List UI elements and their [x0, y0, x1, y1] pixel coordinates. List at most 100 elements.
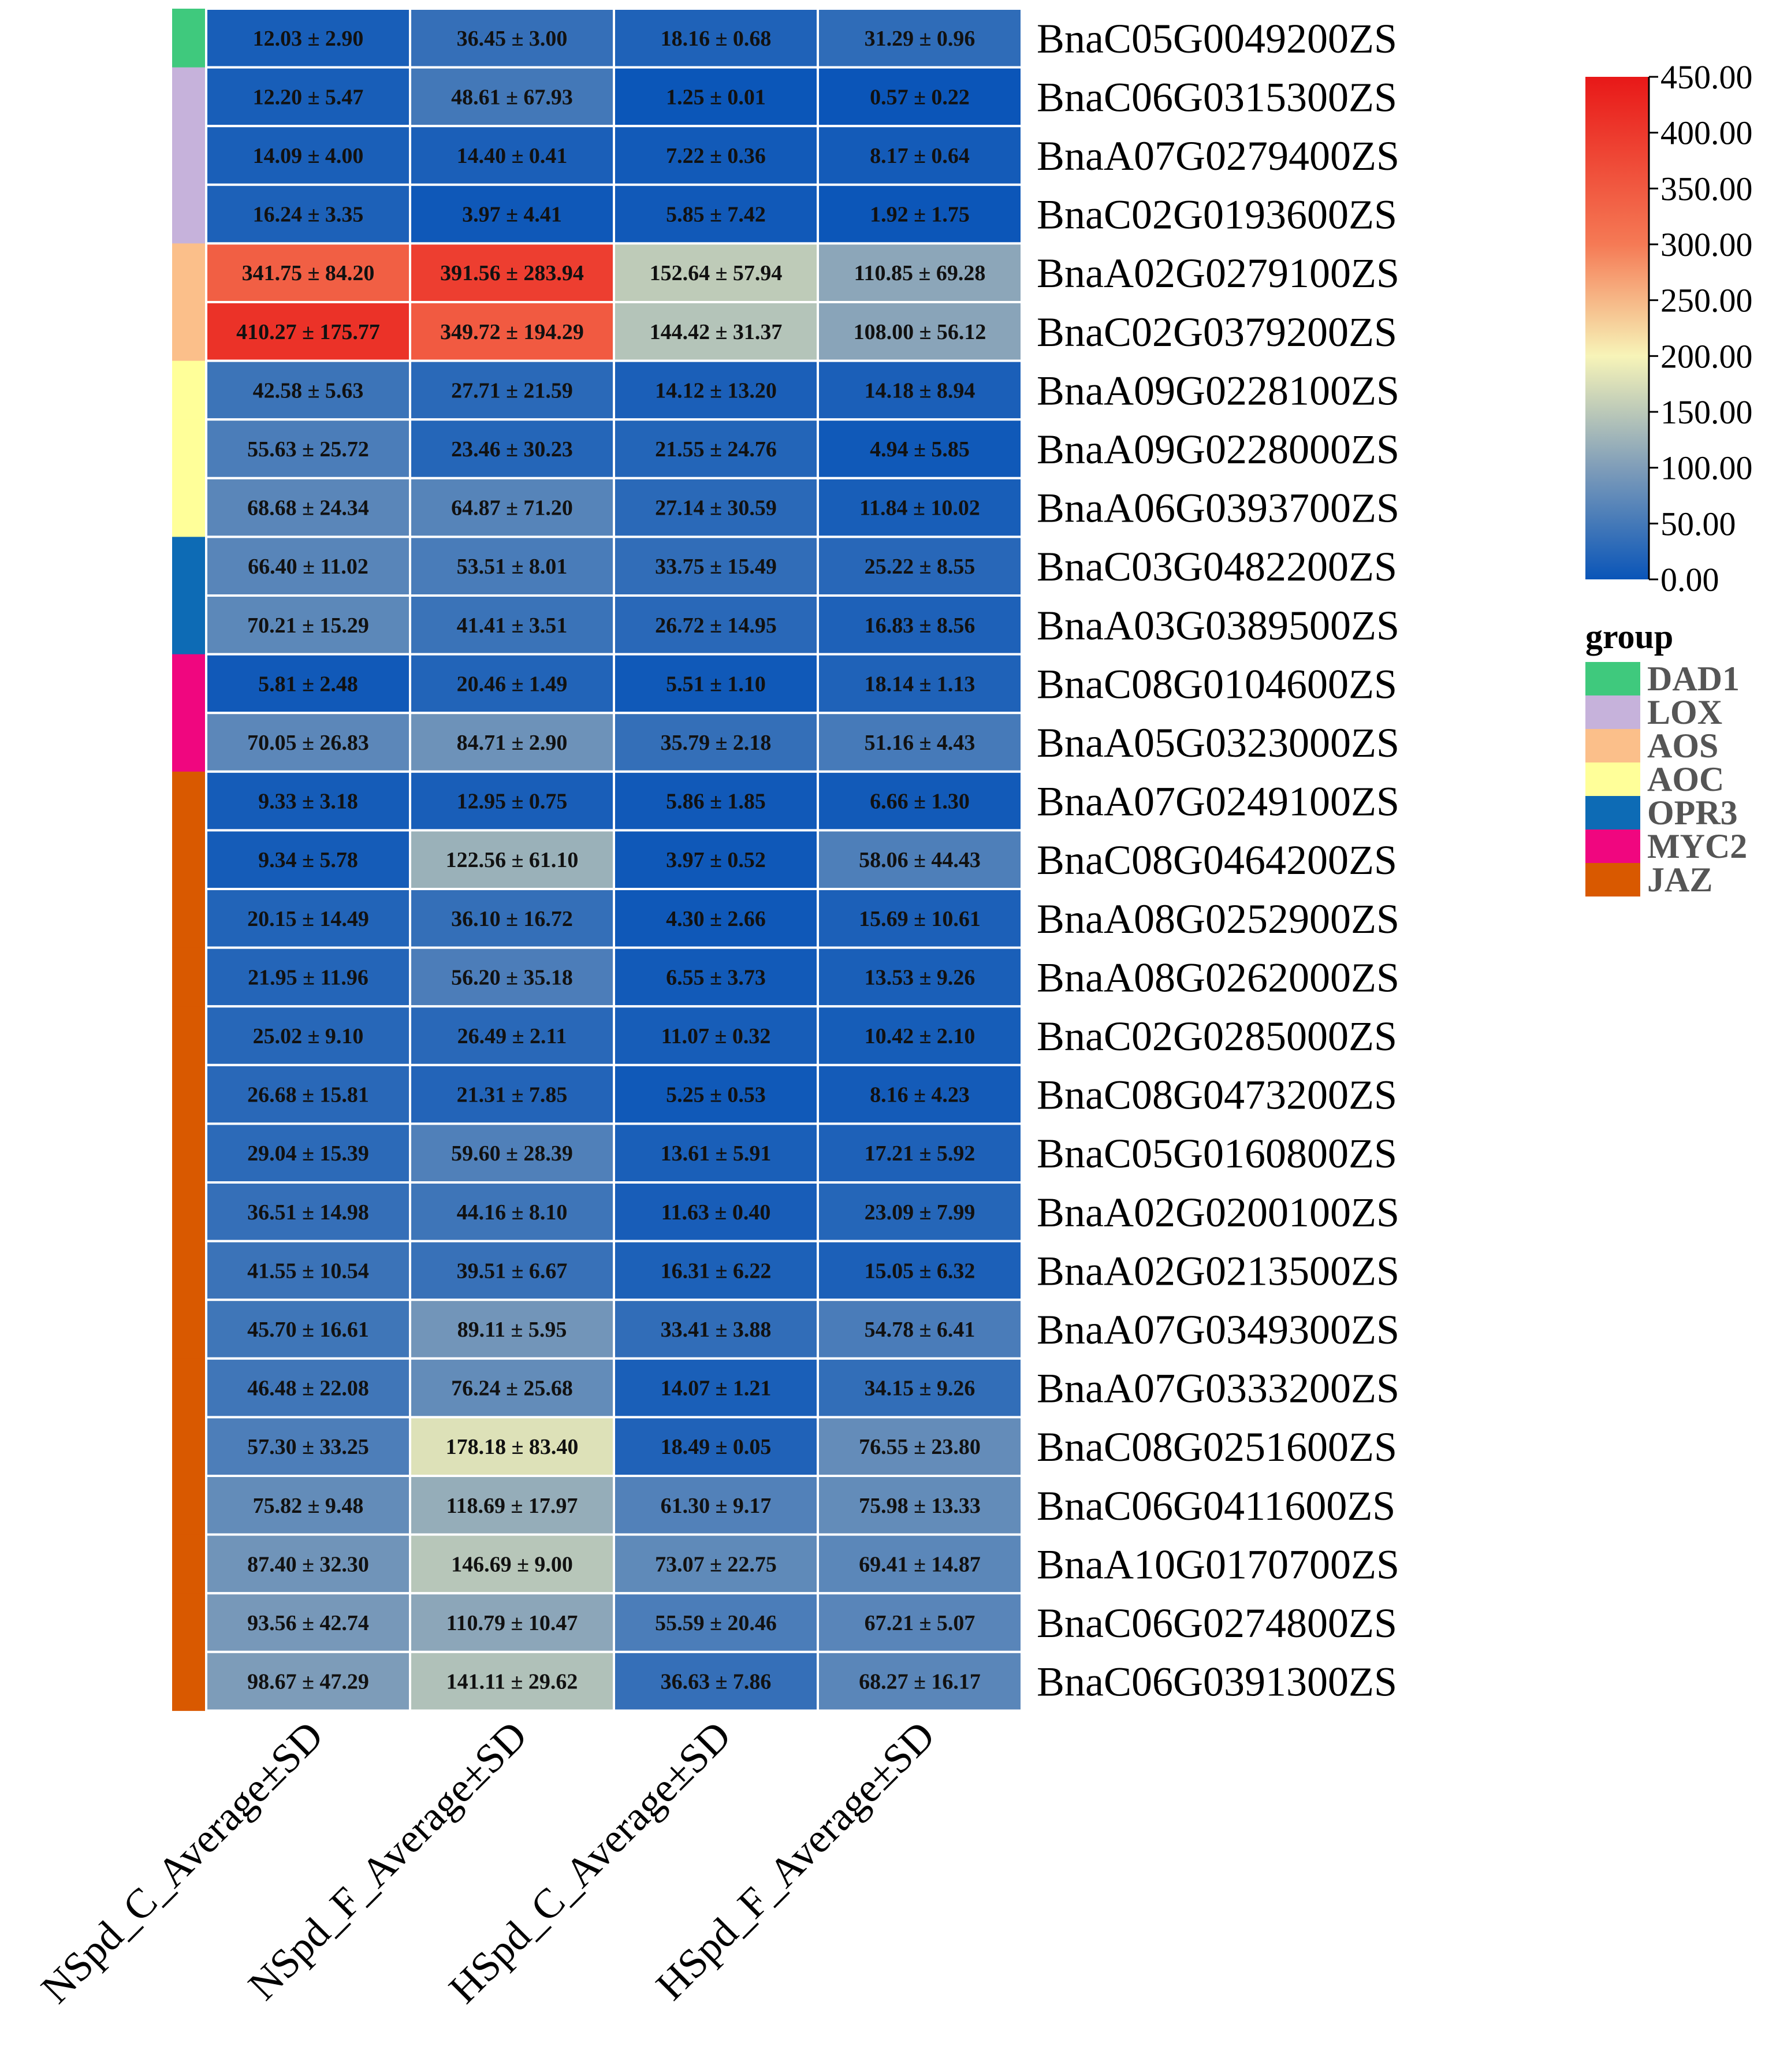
heatmap-cell	[817, 535, 1023, 597]
heatmap-cell	[817, 1063, 1023, 1125]
heatmap-cell	[205, 535, 411, 597]
cell-value-label: 14.07 ± 1.21	[661, 1377, 772, 1401]
cell-value-label: 68.68 ± 24.34	[247, 496, 369, 520]
cell-value-label: 16.24 ± 3.35	[253, 203, 364, 227]
cell-value-label: 54.78 ± 6.41	[865, 1318, 975, 1342]
group-bar-jaz	[172, 1124, 205, 1183]
group-bar-myc2	[172, 713, 205, 772]
color-scale-tick-label: 300.00	[1660, 226, 1753, 263]
cell-value-label: 76.55 ± 23.80	[859, 1435, 981, 1459]
color-scale-tick-label: 150.00	[1660, 393, 1753, 431]
cell-value-label: 87.40 ± 32.30	[247, 1552, 369, 1576]
group-legend-swatch	[1585, 729, 1640, 762]
group-bar-aoc	[172, 419, 205, 479]
row-label-gene: BnaC06G0391300ZS	[1037, 1659, 1397, 1705]
heatmap-cell	[409, 1416, 615, 1477]
cell-value-label: 41.55 ± 10.54	[247, 1259, 369, 1283]
cell-value-label: 76.24 ± 25.68	[451, 1377, 573, 1401]
cell-value-label: 70.05 ± 26.83	[247, 731, 369, 755]
heatmap-cells: 12.03 ± 2.90 36.45 ± 3.00 18.16 ± 0.68 31.2…	[205, 8, 1023, 1712]
cell-value-label: 64.87 ± 71.20	[451, 496, 573, 520]
heatmap-cell	[205, 242, 411, 303]
cell-value-label: 118.69 ± 17.97	[446, 1494, 578, 1518]
cell-value-label: 20.15 ± 14.49	[247, 907, 369, 931]
heatmap-cell	[613, 1650, 819, 1712]
cell-value-label: 11.07 ± 0.32	[661, 1024, 771, 1048]
group-bar-jaz	[172, 1417, 205, 1476]
cell-value-label: 55.63 ± 25.72	[247, 437, 369, 462]
heatmap-cell	[409, 242, 615, 303]
cell-value-label: 12.03 ± 2.90	[253, 27, 364, 51]
heatmap-cell	[409, 1005, 615, 1066]
row-label-gene: BnaA07G0349300ZS	[1037, 1307, 1399, 1353]
cell-value-label: 14.09 ± 4.00	[253, 144, 364, 168]
cell-value-label: 33.41 ± 3.88	[661, 1318, 772, 1342]
color-scale-tick-label: 250.00	[1660, 282, 1753, 319]
heatmap-cell	[205, 653, 411, 715]
group-bar-jaz	[172, 889, 205, 948]
heatmap-cell	[613, 1475, 819, 1536]
heatmap-cell	[613, 712, 819, 773]
group-annotation-bar	[172, 9, 205, 1711]
cell-value-label: 17.21 ± 5.92	[865, 1141, 975, 1166]
row-label-gene: BnaC02G0379200ZS	[1037, 309, 1397, 355]
cell-value-label: 1.92 ± 1.75	[870, 203, 970, 227]
group-bar-jaz	[172, 830, 205, 890]
group-legend-label: AOS	[1647, 727, 1718, 765]
row-label-gene: BnaC05G0049200ZS	[1037, 16, 1397, 62]
group-bar-jaz	[172, 1534, 205, 1594]
heatmap-cell	[817, 1533, 1023, 1595]
color-scale-tick-label: 100.00	[1660, 449, 1753, 487]
cell-value-label: 23.46 ± 30.23	[451, 437, 573, 462]
cell-value-label: 89.11 ± 5.95	[457, 1318, 567, 1342]
group-bar-jaz	[172, 1476, 205, 1535]
heatmap-cell	[817, 946, 1023, 1008]
group-bar-jaz	[172, 1358, 205, 1418]
cell-value-label: 3.97 ± 0.52	[666, 848, 766, 872]
cell-value-label: 11.84 ± 10.02	[859, 496, 980, 520]
heatmap-cell	[613, 1416, 819, 1477]
cell-value-label: 16.83 ± 8.56	[865, 613, 975, 638]
cell-value-label: 75.98 ± 13.33	[859, 1494, 981, 1518]
cell-value-label: 33.75 ± 15.49	[655, 555, 777, 579]
cell-value-label: 56.20 ± 35.18	[451, 965, 573, 989]
row-label-gene: BnaA07G0279400ZS	[1037, 133, 1399, 179]
heatmap-cell	[205, 1416, 411, 1477]
cell-value-label: 29.04 ± 15.39	[247, 1141, 369, 1166]
group-bar-dad1	[172, 9, 205, 68]
cell-value-label: 14.18 ± 8.94	[865, 378, 975, 403]
row-label-gene: BnaC02G0285000ZS	[1037, 1013, 1397, 1059]
cell-value-label: 15.05 ± 6.32	[865, 1259, 975, 1283]
heatmap-cell	[409, 1592, 615, 1653]
cell-value-label: 108.00 ± 56.12	[854, 320, 986, 344]
group-bar-aos	[172, 302, 205, 362]
row-label-gene: BnaA09G0228000ZS	[1037, 426, 1399, 473]
cell-value-label: 68.27 ± 16.17	[859, 1670, 981, 1694]
cell-value-label: 8.16 ± 4.23	[870, 1083, 970, 1107]
heatmap-cell	[817, 477, 1023, 538]
cell-value-label: 18.49 ± 0.05	[661, 1435, 772, 1459]
cell-value-label: 349.72 ± 194.29	[440, 320, 584, 344]
cell-value-label: 73.07 ± 22.75	[655, 1552, 777, 1576]
group-legend-swatch	[1585, 662, 1640, 695]
row-label-gene: BnaA08G0262000ZS	[1037, 954, 1399, 1000]
group-bar-jaz	[172, 1300, 205, 1359]
cell-value-label: 44.16 ± 8.10	[457, 1200, 568, 1225]
cell-value-label: 3.97 ± 4.41	[462, 203, 562, 227]
group-bar-jaz	[172, 1006, 205, 1066]
cell-value-label: 75.82 ± 9.48	[253, 1494, 364, 1518]
cell-value-label: 84.71 ± 2.90	[457, 731, 568, 755]
row-label-gene: BnaA07G0249100ZS	[1037, 779, 1399, 825]
cell-value-label: 5.86 ± 1.85	[666, 790, 766, 814]
cell-value-label: 122.56 ± 61.10	[446, 848, 579, 872]
heatmap-cell	[205, 301, 411, 362]
cell-value-label: 26.49 ± 2.11	[457, 1024, 567, 1048]
heatmap-cell	[613, 418, 819, 479]
cell-value-label: 12.20 ± 5.47	[253, 85, 364, 109]
group-legend-swatch	[1585, 762, 1640, 796]
cell-value-label: 5.25 ± 0.53	[666, 1083, 766, 1107]
heatmap-cell	[817, 1357, 1023, 1419]
group-bar-lox	[172, 67, 205, 127]
group-legend-swatch	[1585, 863, 1640, 896]
heatmap-cell	[613, 1299, 819, 1360]
